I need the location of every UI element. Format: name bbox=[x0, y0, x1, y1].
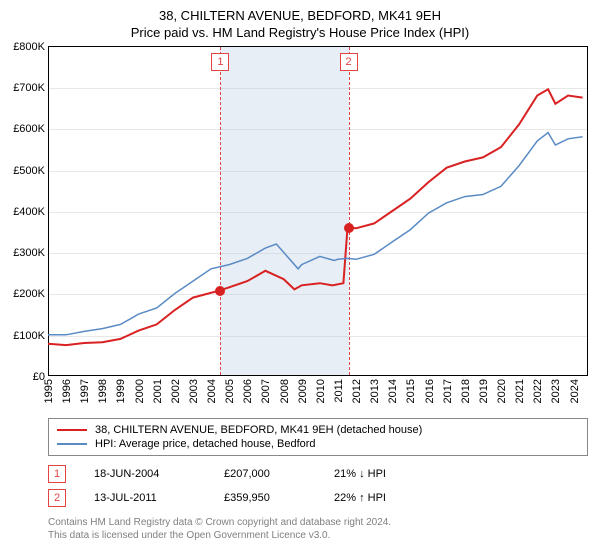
event-row: 1 18-JUN-2004£207,00021% ↓ HPI bbox=[48, 462, 588, 486]
x-axis-label: 2008 bbox=[279, 379, 291, 403]
event-delta: 21% ↓ HPI bbox=[334, 468, 386, 480]
y-axis-label: £200K bbox=[13, 288, 45, 300]
y-axis-label: £300K bbox=[13, 247, 45, 259]
legend-swatch bbox=[57, 443, 87, 445]
y-axis-label: £800K bbox=[13, 41, 45, 53]
event-number-box: 1 bbox=[48, 465, 66, 483]
event-date: 13-JUL-2011 bbox=[94, 492, 224, 504]
event-price: £359,950 bbox=[224, 492, 334, 504]
event-number-box: 2 bbox=[48, 489, 66, 507]
x-axis-label: 1997 bbox=[79, 379, 91, 403]
series-line bbox=[48, 89, 583, 345]
x-axis-label: 1998 bbox=[97, 379, 109, 403]
x-axis-label: 2005 bbox=[224, 379, 236, 403]
x-axis-label: 2016 bbox=[424, 379, 436, 403]
x-axis-label: 2014 bbox=[387, 379, 399, 403]
x-axis-label: 2021 bbox=[514, 379, 526, 403]
event-row: 2 13-JUL-2011£359,95022% ↑ HPI bbox=[48, 486, 588, 510]
footer-line-2: This data is licensed under the Open Gov… bbox=[48, 529, 588, 542]
chart-plot-area: £0£100K£200K£300K£400K£500K£600K£700K£80… bbox=[48, 46, 588, 376]
x-axis-label: 2001 bbox=[152, 379, 164, 403]
x-axis-label: 2012 bbox=[351, 379, 363, 403]
x-axis-label: 2007 bbox=[260, 379, 272, 403]
y-axis-label: £600K bbox=[13, 123, 45, 135]
x-axis-label: 2004 bbox=[206, 379, 218, 403]
event-date: 18-JUN-2004 bbox=[94, 468, 224, 480]
x-axis-label: 2011 bbox=[333, 379, 345, 403]
legend-label: 38, CHILTERN AVENUE, BEDFORD, MK41 9EH (… bbox=[95, 424, 422, 436]
address-title: 38, CHILTERN AVENUE, BEDFORD, MK41 9EH bbox=[0, 8, 600, 25]
x-axis-label: 2022 bbox=[532, 379, 544, 403]
chart-header: 38, CHILTERN AVENUE, BEDFORD, MK41 9EH P… bbox=[0, 0, 600, 46]
legend-label: HPI: Average price, detached house, Bedf… bbox=[95, 438, 316, 450]
x-axis-label: 2002 bbox=[170, 379, 182, 403]
chart-subtitle: Price paid vs. HM Land Registry's House … bbox=[0, 25, 600, 42]
x-axis-label: 1995 bbox=[43, 379, 55, 403]
x-axis-label: 1999 bbox=[115, 379, 127, 403]
x-axis-label: 2018 bbox=[460, 379, 472, 403]
event-price: £207,000 bbox=[224, 468, 334, 480]
legend-swatch bbox=[57, 429, 87, 431]
legend-box: 38, CHILTERN AVENUE, BEDFORD, MK41 9EH (… bbox=[48, 418, 588, 456]
legend-item: 38, CHILTERN AVENUE, BEDFORD, MK41 9EH (… bbox=[57, 423, 579, 437]
x-axis-label: 2009 bbox=[297, 379, 309, 403]
y-axis-label: £400K bbox=[13, 206, 45, 218]
x-axis-label: 2020 bbox=[496, 379, 508, 403]
x-axis-label: 2024 bbox=[569, 379, 581, 403]
y-axis-label: £500K bbox=[13, 165, 45, 177]
x-axis-label: 2015 bbox=[405, 379, 417, 403]
x-axis-label: 2017 bbox=[442, 379, 454, 403]
x-axis-label: 2013 bbox=[369, 379, 381, 403]
x-axis-label: 2006 bbox=[242, 379, 254, 403]
x-axis-label: 1996 bbox=[61, 379, 73, 403]
x-axis-label: 2019 bbox=[478, 379, 490, 403]
x-axis-label: 2010 bbox=[315, 379, 327, 403]
y-axis-label: £100K bbox=[13, 330, 45, 342]
legend-item: HPI: Average price, detached house, Bedf… bbox=[57, 437, 579, 451]
x-axis-label: 2023 bbox=[550, 379, 562, 403]
x-axis-label: 2000 bbox=[134, 379, 146, 403]
event-delta: 22% ↑ HPI bbox=[334, 492, 386, 504]
x-axis-label: 2003 bbox=[188, 379, 200, 403]
series-line bbox=[48, 132, 583, 334]
footer-attribution: Contains HM Land Registry data © Crown c… bbox=[48, 516, 588, 542]
footer-line-1: Contains HM Land Registry data © Crown c… bbox=[48, 516, 588, 529]
y-axis-label: £700K bbox=[13, 82, 45, 94]
events-table: 1 18-JUN-2004£207,00021% ↓ HPI 2 13-JUL-201… bbox=[48, 462, 588, 510]
